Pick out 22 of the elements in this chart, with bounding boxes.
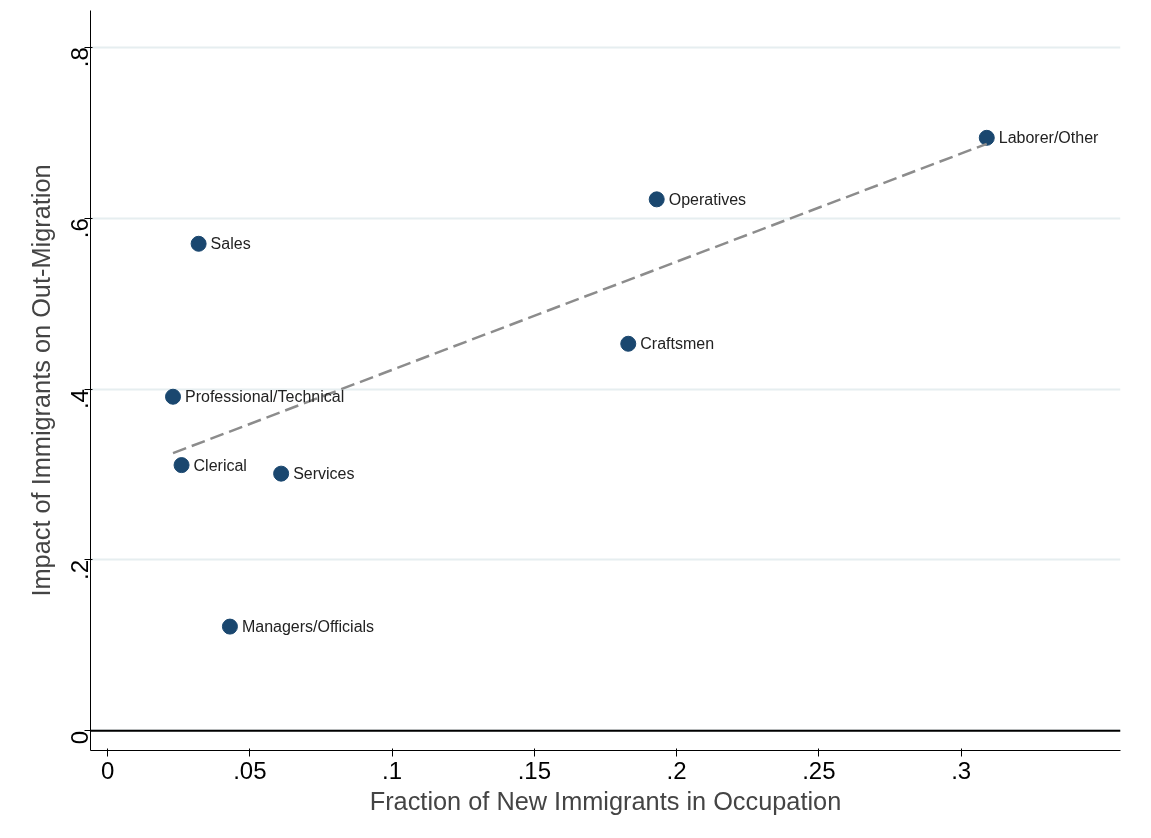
- x-tick-label: .1: [382, 756, 403, 784]
- y-tick-label: .4: [66, 389, 93, 410]
- annotation: Sales: [210, 235, 251, 253]
- x-tick-label: .15: [517, 756, 552, 784]
- y-axis-title: Impact of Immigrants on Out-Migration: [26, 164, 55, 597]
- x-tick-label: .25: [802, 756, 836, 784]
- y-tick-label: .2: [66, 559, 93, 580]
- x-axis-title: Fraction of New Immigrants in Occupation: [369, 786, 842, 815]
- annotation: Managers/Officials: [241, 618, 375, 636]
- x-tick-label: .3: [951, 756, 972, 784]
- x-tick-label: .05: [233, 756, 267, 784]
- annotation: Services: [293, 465, 355, 483]
- annotation: Craftsmen: [640, 335, 715, 353]
- y-tick-label: 0: [66, 730, 93, 745]
- annotation: Professional/Technical: [185, 388, 345, 406]
- annotation: Clerical: [193, 456, 247, 474]
- x-tick-label: 0: [100, 756, 115, 784]
- x-tick-label: .2: [666, 756, 687, 784]
- y-tick-label: .8: [66, 47, 93, 68]
- annotation: Laborer/Other: [998, 129, 1100, 147]
- annotation: Operatives: [668, 190, 747, 208]
- y-tick-label: .6: [66, 218, 93, 239]
